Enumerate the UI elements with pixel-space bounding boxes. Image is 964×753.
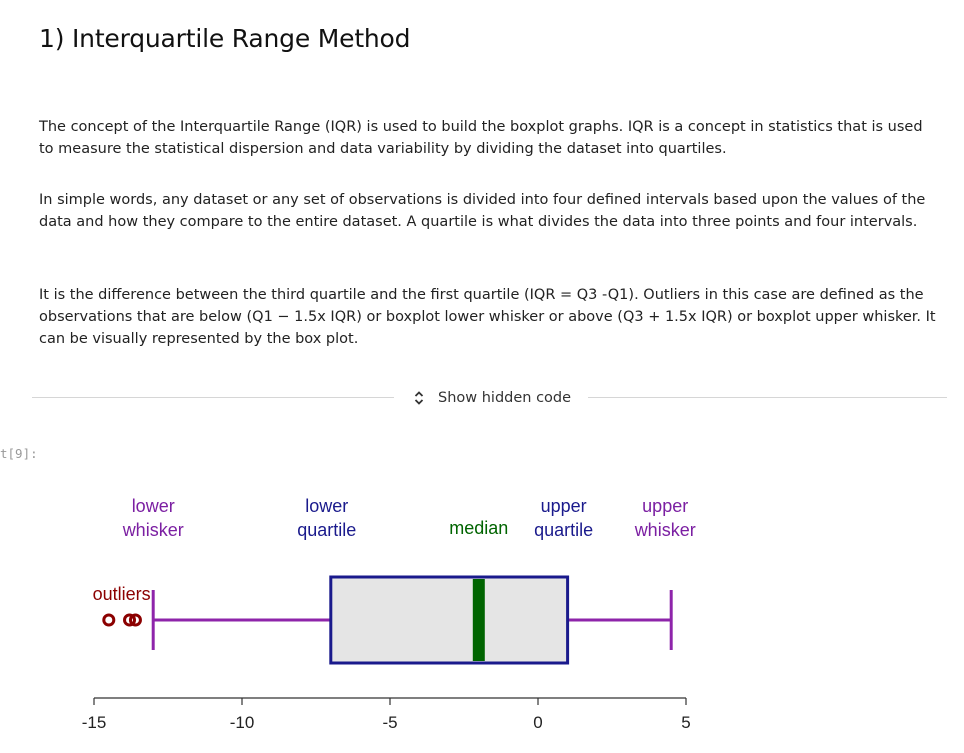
show-hidden-code-label: Show hidden code: [438, 390, 572, 406]
paragraph-iqr-concept: The concept of the Interquartile Range (…: [39, 119, 923, 157]
x-tick-label: -10: [230, 713, 255, 732]
divider-right: [588, 397, 947, 398]
annotation-label: upper whisker: [634, 496, 696, 540]
annotation-label: lower quartile: [297, 496, 356, 540]
x-tick-label: -5: [382, 713, 397, 732]
x-tick-label: 5: [681, 713, 690, 732]
annotation-label: median: [449, 518, 508, 538]
hidden-code-bar: Show hidden code: [32, 385, 947, 411]
paragraph-outliers: It is the difference between the third q…: [39, 287, 936, 347]
divider-left: [32, 397, 394, 398]
output-prompt: t[9]:: [0, 446, 38, 461]
annotation-label: upper quartile: [534, 496, 593, 540]
outlier-point: [128, 613, 142, 627]
iqr-box: [329, 575, 570, 665]
median-line: [472, 579, 485, 661]
paragraph-quartiles: In simple words, any dataset or any set …: [39, 192, 926, 230]
annotation-label: outliers: [93, 584, 151, 604]
annotation-label: lower whisker: [122, 496, 184, 540]
boxplot-chart: -15 -10 -5 0 5 lower whisker lower quartile media…: [82, 496, 696, 732]
x-tick-label: -15: [82, 713, 107, 732]
x-tick-label: 0: [533, 713, 542, 732]
section-heading: 1) Interquartile Range Method: [39, 24, 411, 53]
outlier-point: [123, 613, 137, 627]
expand-collapse-chevrons-icon: [414, 391, 424, 405]
show-hidden-code-button[interactable]: Show hidden code: [414, 387, 571, 409]
outlier-point: [102, 613, 116, 627]
